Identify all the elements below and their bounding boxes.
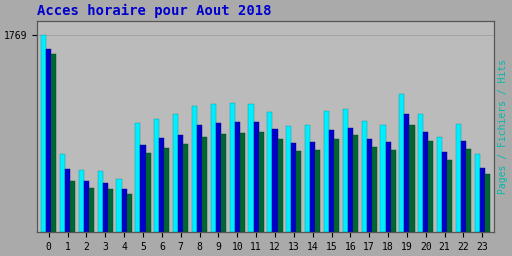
Bar (267, 112, 272, 232)
Bar (348, 127, 353, 232)
Bar (418, 114, 423, 232)
Bar (372, 146, 377, 232)
Bar (253, 122, 259, 232)
Bar (399, 94, 404, 232)
Bar (211, 104, 216, 232)
Bar (117, 179, 121, 232)
Bar (46, 49, 51, 232)
Bar (334, 139, 339, 232)
Bar (126, 194, 132, 232)
Bar (361, 121, 367, 232)
Bar (164, 148, 169, 232)
Bar (65, 169, 70, 232)
Bar (60, 154, 65, 232)
Bar (183, 144, 188, 232)
Bar (248, 104, 253, 232)
Bar (305, 125, 310, 232)
Bar (380, 125, 386, 232)
Bar (386, 142, 391, 232)
Y-axis label: Pages / Fichiers / Hits: Pages / Fichiers / Hits (498, 59, 508, 194)
Bar (140, 145, 145, 232)
Bar (70, 181, 75, 232)
Bar (404, 114, 410, 232)
Bar (423, 132, 429, 232)
Bar (108, 189, 113, 232)
Bar (103, 183, 108, 232)
Bar (145, 153, 151, 232)
Bar (84, 181, 89, 232)
Bar (410, 125, 415, 232)
Bar (485, 174, 490, 232)
Bar (79, 170, 84, 232)
Bar (475, 154, 480, 232)
Bar (272, 129, 278, 232)
Bar (310, 142, 315, 232)
Bar (437, 136, 442, 232)
Bar (442, 152, 447, 232)
Bar (286, 126, 291, 232)
Bar (447, 160, 452, 232)
Bar (178, 135, 183, 232)
Bar (135, 123, 140, 232)
Bar (98, 171, 103, 232)
Bar (429, 141, 434, 232)
Bar (315, 150, 321, 232)
Text: Acces horaire pour Aout 2018: Acces horaire pour Aout 2018 (37, 4, 272, 18)
Bar (461, 141, 466, 232)
Bar (221, 134, 226, 232)
Bar (229, 103, 234, 232)
Bar (456, 124, 461, 232)
Bar (202, 136, 207, 232)
Bar (329, 130, 334, 232)
Bar (89, 188, 94, 232)
Bar (353, 135, 358, 232)
Bar (291, 143, 296, 232)
Bar (367, 139, 372, 232)
Bar (41, 35, 46, 232)
Bar (234, 122, 240, 232)
Bar (278, 139, 283, 232)
Bar (159, 138, 164, 232)
Bar (480, 168, 485, 232)
Bar (154, 119, 159, 232)
Bar (197, 125, 202, 232)
Bar (466, 149, 471, 232)
Bar (391, 150, 396, 232)
Bar (343, 109, 348, 232)
Bar (173, 114, 178, 232)
Bar (296, 151, 302, 232)
Bar (216, 123, 221, 232)
Bar (324, 111, 329, 232)
Bar (240, 133, 245, 232)
Bar (192, 106, 197, 232)
Bar (259, 132, 264, 232)
Bar (121, 189, 126, 232)
Bar (51, 54, 56, 232)
